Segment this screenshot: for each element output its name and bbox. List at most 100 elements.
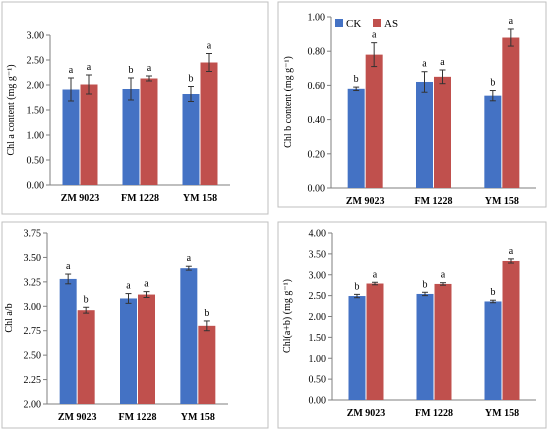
x-tick-label: ZM 9023 [346,196,385,207]
y-tick-label: 2.00 [309,312,327,323]
significance-letter: a [372,30,377,41]
bar-ck [348,296,366,400]
y-tick-label: 2.50 [24,351,42,362]
bar-ck [62,89,80,185]
bar-ck [484,301,502,400]
y-axis-title: Chl(a+b) (mg g⁻¹) [282,279,293,353]
legend-label: AS [384,18,398,30]
bar-ck [484,95,502,188]
bar-as [434,76,451,188]
bar-as [200,62,218,185]
bar-as [365,54,383,189]
significance-letter: a [441,270,446,281]
significance-letter: a [422,59,427,70]
y-axis-title: Chl a content (mg g⁻¹) [6,64,17,155]
bar-as [502,37,520,188]
bar-ck [416,81,433,188]
y-tick-label: 0.00 [27,181,45,192]
legend-swatch [373,19,381,27]
y-tick-label: 1.50 [27,106,45,117]
bar-ck [347,88,365,188]
bar-as [77,310,95,404]
y-tick-label: 0.20 [308,149,326,160]
bar-ck [59,278,77,404]
bar-as [80,84,98,185]
significance-letter: a [373,269,378,280]
bar-as [138,294,155,404]
y-tick-label: 0.50 [27,156,45,167]
y-tick-label: 3.50 [24,253,42,264]
bar-ck [122,89,140,185]
y-tick-label: 0.40 [308,115,326,126]
x-tick-label: YM 158 [181,412,215,423]
y-tick-label: 0.60 [308,81,326,92]
significance-letter: b [491,287,496,298]
y-tick-label: 1.00 [27,131,45,142]
x-tick-label: YM 158 [485,408,519,419]
y-tick-label: 2.00 [27,81,45,92]
y-tick-label: 2.50 [27,56,45,67]
y-tick-label: 3.00 [27,31,45,42]
significance-letter: a [509,246,514,257]
chart-panel-top-right: 0.00 0.20 0.40 0.60 0.80 1.00 Chl b content (m… [277,1,547,208]
y-tick-label: 3.50 [309,249,327,260]
y-tick-label: 3.25 [24,277,42,288]
chart-panel-bottom-right: 0.00 0.50 1.00 1.50 2.00 2.50 3.00 3.50 4.00 Chl(… [277,221,547,429]
significance-letter: a [69,65,74,76]
y-axis-title: Chl a/b [4,303,15,332]
significance-letter: a [126,281,131,292]
significance-letter: a [187,253,192,264]
y-tick-label: 1.00 [309,354,327,365]
y-axis-title: Chl b content (mg g⁻¹) [283,56,294,148]
x-tick-label: FM 1228 [415,408,453,419]
y-tick-label: 3.00 [24,302,42,313]
x-tick-label: FM 1228 [118,412,156,423]
significance-letter: a [144,279,149,290]
y-tick-label: 1.00 [308,13,326,24]
y-tick-label: 0.00 [308,184,326,195]
chart-panel-bottom-left: 2.00 2.25 2.50 2.75 3.00 3.25 3.50 3.75 Chl a/b Z… [1,221,269,429]
bar-ck [182,94,200,185]
significance-letter: b [189,74,194,85]
bar-as [366,283,384,400]
bar-ck [416,293,434,400]
bar-ck [120,298,137,404]
significance-letter: b [84,294,89,305]
y-tick-label: 0.50 [309,375,327,386]
legend-label: CK [346,18,361,30]
x-tick-label: YM 158 [183,193,217,204]
significance-letter: a [87,62,92,73]
y-tick-label: 2.75 [24,326,42,337]
legend-swatch [335,19,343,27]
significance-letter: b [129,65,134,76]
y-tick-label: 3.00 [309,270,327,281]
y-tick-label: 4.00 [309,229,327,240]
significance-letter: b [423,279,428,290]
significance-letter: a [509,16,514,27]
significance-letter: b [490,78,495,89]
y-tick-label: 0.00 [309,396,327,407]
significance-letter: a [440,57,445,68]
x-tick-label: ZM 9023 [347,408,386,419]
significance-letter: b [355,281,360,292]
y-tick-label: 2.25 [24,375,42,386]
y-tick-label: 1.50 [309,333,327,344]
significance-letter: a [147,63,152,74]
significance-letter: a [207,41,212,52]
significance-letter: b [204,308,209,319]
y-tick-label: 3.75 [24,229,42,240]
bar-as [140,78,158,185]
x-tick-label: ZM 9023 [58,412,97,423]
y-tick-label: 2.00 [24,400,42,411]
x-tick-label: FM 1228 [121,193,159,204]
bar-as [434,283,452,400]
y-tick-label: 0.80 [308,47,326,58]
chart-panel-top-left: 0.00 0.50 1.00 1.50 2.00 2.50 3.00 Chl a conten… [1,1,269,215]
significance-letter: a [66,261,71,272]
significance-letter: b [354,74,359,85]
bar-as [502,260,520,400]
x-tick-label: ZM 9023 [61,193,100,204]
y-tick-label: 2.50 [309,291,327,302]
x-tick-label: YM 158 [485,196,519,207]
